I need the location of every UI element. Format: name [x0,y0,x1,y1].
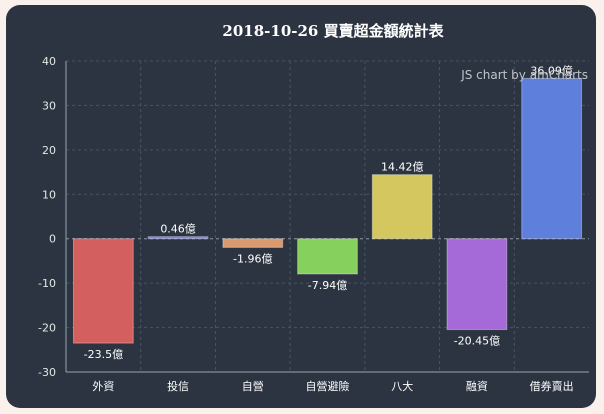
bar-3[interactable] [222,238,284,248]
y-tick-label: 40 [42,55,56,68]
data-label: 14.42億 [381,161,424,174]
y-tick-label: -10 [38,277,56,290]
amcharts-credit[interactable]: JS chart by amCharts [460,68,588,82]
data-label: -1.96億 [233,252,272,265]
data-label: -23.5億 [84,348,123,361]
bar-4[interactable] [297,238,358,275]
chart-title: 2018-10-26 買賣超金額統計表 [222,22,444,40]
x-category-label: 八大 [391,379,413,393]
bar-6[interactable] [446,238,508,331]
y-tick-label: 30 [42,99,56,112]
chart-card: 2018-10-26 買賣超金額統計表 40 30 20 10 0 -10 -20 -30 外… [6,5,596,408]
bar-2[interactable] [147,236,209,240]
y-tick-label: 10 [42,188,56,201]
data-label: -20.45億 [454,335,500,348]
x-category-label: 融資 [466,380,488,393]
data-label: 36.09億 [530,64,573,77]
data-label: -7.94億 [308,279,347,292]
bar-5[interactable] [371,174,433,240]
x-category-label: 自營 [242,380,264,393]
bar-1[interactable] [72,238,134,344]
y-tick-label: 20 [42,144,56,157]
x-category-label: 外資 [92,380,114,393]
x-category-label: 借券賣出 [530,379,574,393]
y-tick-label: -30 [38,366,56,379]
data-label: 0.46億 [160,223,196,236]
y-tick-label: -20 [38,322,56,335]
x-category-label: 投信 [167,379,189,393]
chart-svg: 2018-10-26 買賣超金額統計表 40 30 20 10 0 -10 -20 -30 外… [38,22,589,393]
bar-7[interactable] [521,77,583,240]
x-category-label: 自營避險 [306,379,350,393]
y-tick-label: 0 [49,233,56,246]
